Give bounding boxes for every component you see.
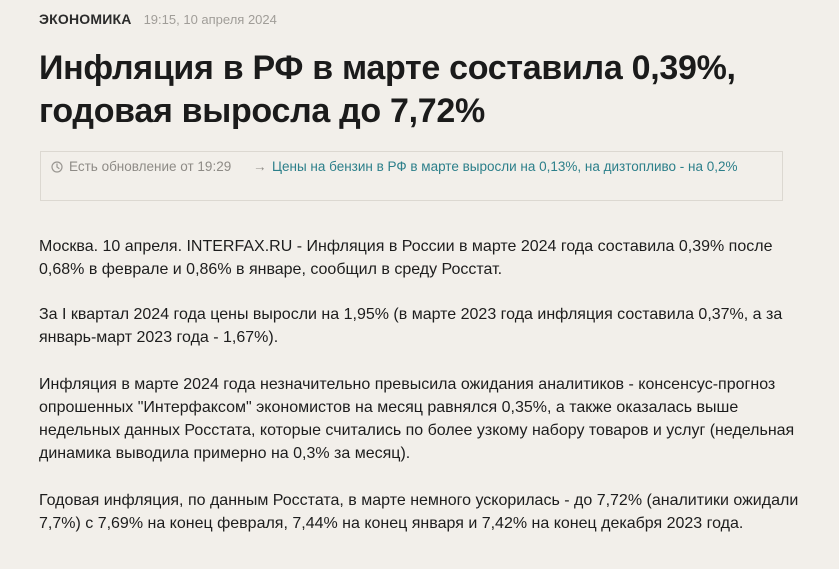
article-paragraph-2: За I квартал 2024 года цены выросли на 1… xyxy=(39,306,783,346)
article-meta: ЭКОНОМИКА 19:15, 10 апреля 2024 xyxy=(39,9,277,29)
article-title: Инфляция в РФ в марте составила 0,39%, г… xyxy=(39,49,736,130)
clock-icon xyxy=(51,161,63,173)
article-paragraph-3: Инфляция в марте 2024 года незначительно… xyxy=(39,376,795,462)
publish-date: 19:15, 10 апреля 2024 xyxy=(143,11,277,27)
update-notice: Есть обновление от 19:29 → Цены на бензи… xyxy=(40,151,783,201)
section-link[interactable]: ЭКОНОМИКА xyxy=(39,11,132,27)
update-link[interactable]: Цены на бензин в РФ в марте выросли на 0… xyxy=(272,159,738,174)
article-paragraph-1: Москва. 10 апреля. INTERFAX.RU - Инфляци… xyxy=(39,238,773,278)
arrow-right-icon: → xyxy=(253,159,267,174)
update-label: Есть обновление от 19:29 xyxy=(69,159,232,174)
article-paragraph-4: Годовая инфляция, по данным Росстата, в … xyxy=(39,492,799,532)
